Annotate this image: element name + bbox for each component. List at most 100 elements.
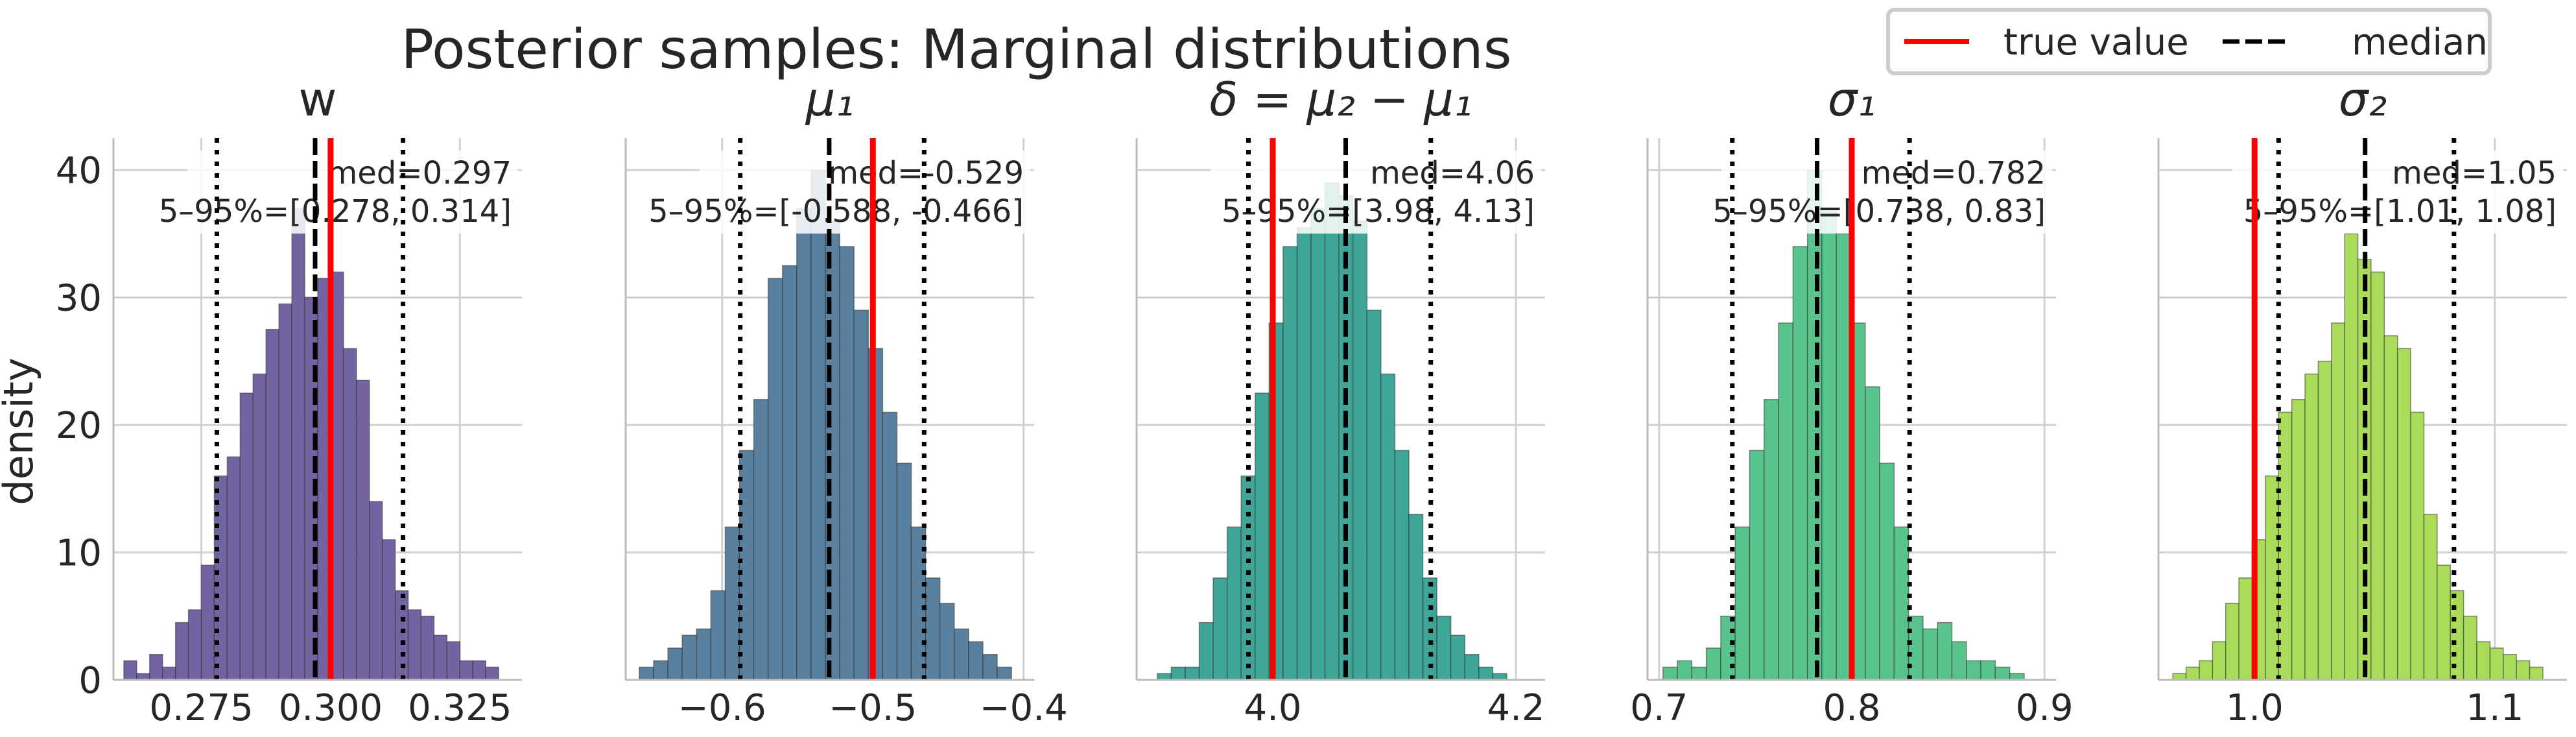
legend-true-value-label: true value (2003, 21, 2189, 64)
annotation-background (2232, 151, 2563, 234)
histogram-bar (1749, 450, 1765, 681)
panel-title: σ₂ (2339, 72, 2387, 127)
histogram-bar (1212, 577, 1228, 681)
histogram-bar (925, 577, 941, 681)
x-tick-label: 0.275 (149, 687, 253, 729)
annotation-background (700, 151, 1030, 234)
histogram-bar (1720, 616, 1736, 681)
histogram-bar (1198, 622, 1214, 681)
x-tick-label: 0.325 (408, 687, 512, 729)
histogram-bar (997, 666, 1012, 681)
histogram-bar (252, 373, 267, 681)
histogram-bar (724, 526, 740, 681)
histogram-bar (1937, 622, 1953, 681)
histogram-bar (810, 169, 826, 681)
annotation-median: med=0.297 (327, 155, 512, 191)
histogram-bar (2410, 411, 2425, 681)
histogram-bar (2199, 660, 2214, 681)
histogram-bar (123, 660, 137, 681)
histogram-bar (954, 628, 969, 681)
annotation-median: med=0.782 (1861, 155, 2046, 191)
histogram-bar (459, 660, 473, 681)
annotation-interval: 5–95%=[0.278, 0.314] (159, 193, 512, 230)
histogram-bar (1705, 647, 1721, 681)
histogram-bar (368, 501, 383, 681)
histogram-bar (1980, 660, 1996, 681)
x-tick-label: 0.9 (2016, 687, 2074, 729)
histogram-bar (1734, 526, 1751, 681)
histogram-bar (1908, 616, 1924, 681)
histogram-bar (1821, 208, 1837, 681)
histogram-bar (1324, 182, 1340, 681)
histogram-bar (1792, 246, 1808, 681)
histogram-bar (982, 653, 998, 681)
histogram-bar (2331, 322, 2345, 681)
histogram-bar (2304, 373, 2319, 681)
x-tick-label: 1.0 (2226, 687, 2284, 729)
annotation-median: med=1.05 (2392, 155, 2557, 191)
annotation-interval: 5–95%=[-0.588, -0.466] (648, 193, 1024, 230)
histogram-bar (174, 622, 189, 681)
histogram-bar (667, 647, 683, 681)
histogram-bar (696, 628, 712, 681)
histogram-bar (2489, 647, 2504, 681)
histogram-bar (753, 399, 769, 681)
panel-title: δ = μ₂ − μ₁ (1209, 72, 1472, 127)
histogram-bar (1408, 513, 1424, 681)
histogram-bar (681, 634, 698, 681)
histogram-bar (1310, 208, 1326, 681)
histogram-bar (1296, 226, 1312, 681)
histogram-bar (2344, 233, 2359, 681)
legend: true value median (1886, 8, 2492, 75)
x-tick-label: −0.5 (829, 687, 917, 729)
histogram-bar (343, 348, 357, 681)
histogram-bar (1380, 373, 1396, 681)
histogram-bar (1994, 666, 2011, 681)
histogram-bar (239, 393, 254, 681)
histogram-bar (1879, 463, 1895, 681)
histogram-bar (1677, 660, 1693, 681)
histogram-bar (839, 246, 855, 681)
histogram-bar (853, 309, 869, 681)
x-tick-label: −0.6 (678, 687, 766, 729)
annotation-interval: 5–95%=[1.01, 1.08] (2243, 193, 2557, 230)
histogram-bar (1464, 653, 1480, 681)
histogram-bar (968, 641, 984, 681)
histogram-bar (1450, 634, 1465, 681)
panel-2: med=-0.5295–95%=[-0.588, -0.466]−0.6−0.5… (624, 72, 1068, 729)
histogram-bar (420, 616, 435, 681)
histogram-bar (149, 653, 163, 681)
histogram-bar (200, 564, 215, 681)
histogram-bar (1255, 393, 1270, 681)
histogram-bar (278, 303, 292, 681)
histogram-bar (639, 666, 654, 681)
histogram-bar (1353, 220, 1368, 681)
histogram-bar (2317, 361, 2332, 681)
panel-title: σ₁ (1828, 72, 1876, 127)
histogram-bar (2516, 660, 2531, 681)
histogram-bar (226, 456, 241, 681)
histogram-bar (1836, 233, 1852, 681)
histogram-bar (2476, 641, 2491, 681)
histogram-bar (2212, 641, 2227, 681)
x-tick-label: 0.300 (279, 687, 383, 729)
annotation-median: med=4.06 (1370, 155, 1535, 191)
y-tick-label: 30 (56, 278, 102, 320)
panel-3: med=4.065–95%=[3.98, 4.13] 4.0 4.2 δ = μ₂ −… (1135, 72, 1545, 729)
histogram-bar (2437, 564, 2452, 681)
histogram-bar (1893, 526, 1909, 681)
histogram-bar (485, 666, 499, 681)
histogram-bar (187, 609, 202, 681)
histogram-bar (896, 463, 912, 681)
histogram-bar (796, 208, 812, 681)
histogram-bar (2278, 411, 2293, 681)
x-tick-label: 1.1 (2466, 687, 2523, 729)
histogram-bar (1282, 246, 1298, 681)
y-tick-label: 10 (56, 533, 102, 575)
histogram-bar (882, 411, 898, 681)
histogram-bar (2238, 577, 2253, 681)
histogram-bar (381, 539, 396, 681)
annotation-background (1211, 151, 1541, 234)
